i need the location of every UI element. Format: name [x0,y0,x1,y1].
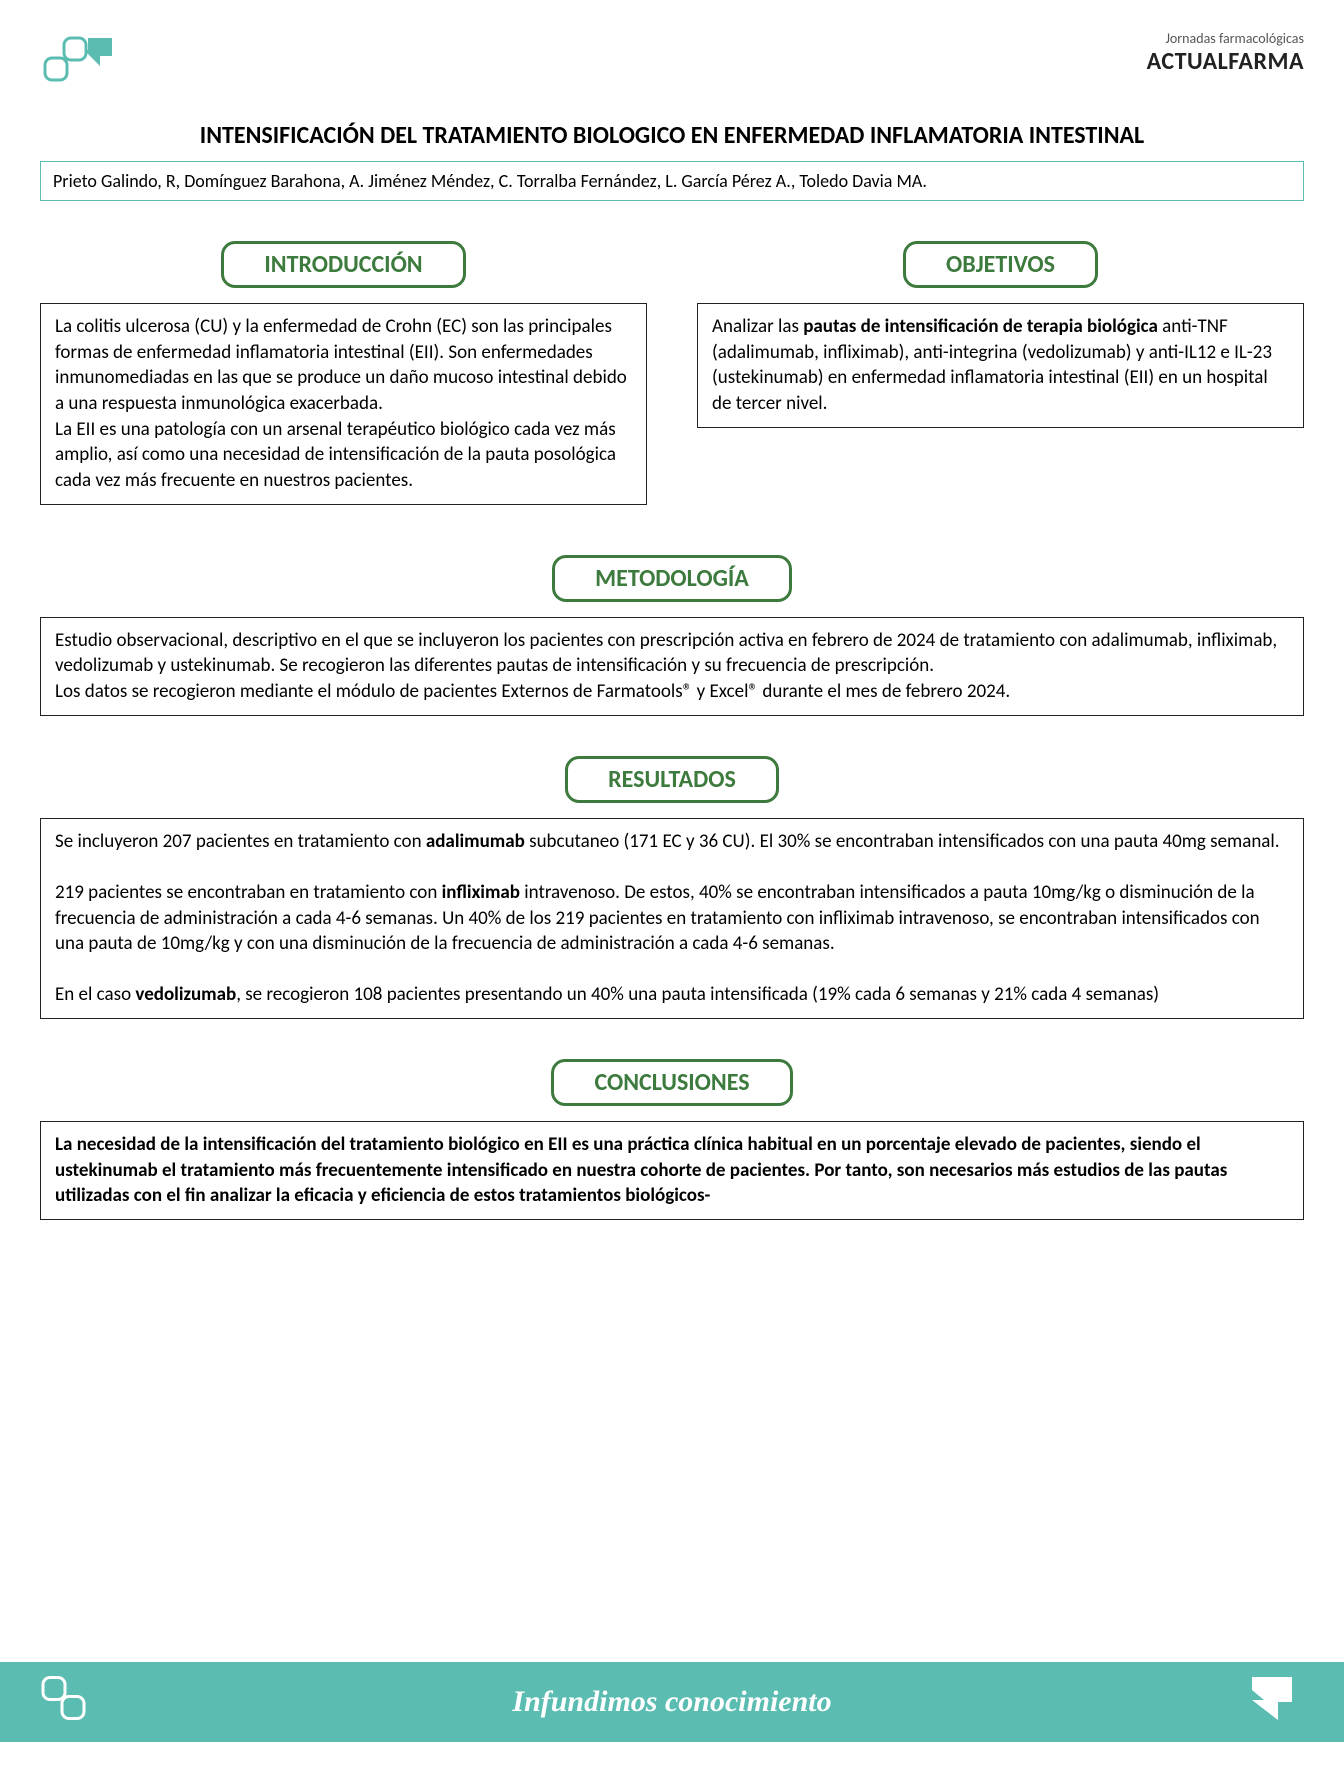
res-p1-b: adalimumab [426,830,525,853]
section-label-conclusiones: CONCLUSIONES [551,1059,792,1106]
authors-box: Prieto Galindo, R, Domínguez Barahona, A… [40,161,1304,201]
res-p1-pre: Se incluyeron 207 pacientes en tratamien… [55,830,426,853]
res-p1-post: subcutaneo (171 EC y 36 CU). El 30% se e… [525,830,1280,853]
res-p3-pre: En el caso [55,983,135,1006]
res-p2-b: infliximab [442,881,520,904]
logo-icon [40,30,120,90]
conclusiones-box: La necesidad de la intensificación del t… [40,1121,1304,1220]
footer-bar: Infundimos conocimiento [0,1662,1344,1742]
header: Jornadas farmacológicas ACTUALFARMA [40,30,1304,90]
res-p3-b: vedolizumab [135,983,236,1006]
objetivos-pre: Analizar las [712,315,803,338]
res-p2-pre: 219 pacientes se encontraban en tratamie… [55,881,442,904]
footer-arrow-icon [1244,1672,1304,1732]
section-label-introduccion: INTRODUCCIÓN [221,241,465,288]
objetivos-bold: pautas de intensificación de terapia bio… [803,315,1158,338]
brand-name: ACTUALFARMA [1147,47,1304,76]
objetivos-box: Analizar las pautas de intensificación d… [697,303,1304,428]
section-label-objetivos: OBJETIVOS [903,241,1098,288]
section-label-metodologia: METODOLOGÍA [552,555,792,602]
brand: Jornadas farmacológicas ACTUALFARMA [1147,30,1304,76]
brand-subtitle: Jornadas farmacológicas [1147,30,1304,47]
footer-tagline: Infundimos conocimiento [512,1685,831,1719]
resultados-box: Se incluyeron 207 pacientes en tratamien… [40,818,1304,1019]
section-label-resultados: RESULTADOS [565,756,779,803]
footer-squares-icon [40,1675,95,1730]
metodologia-box: Estudio observacional, descriptivo en el… [40,617,1304,716]
poster-title: INTENSIFICACIÓN DEL TRATAMIENTO BIOLOGIC… [60,120,1284,151]
introduccion-box: La colitis ulcerosa (CU) y la enfermedad… [40,303,647,504]
res-p3-post: , se recogieron 108 pacientes presentand… [236,983,1159,1006]
